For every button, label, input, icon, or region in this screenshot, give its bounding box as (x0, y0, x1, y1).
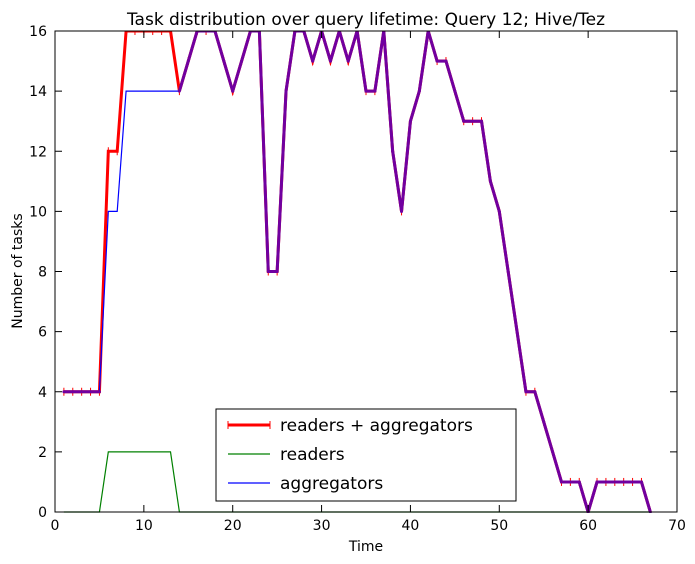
overlap-segment (453, 89, 466, 123)
overlap-segment (337, 31, 350, 63)
legend-label-1: readers (280, 445, 345, 465)
overlap-segment (391, 149, 404, 213)
overlap-segment (302, 31, 315, 63)
overlap-segment (186, 31, 199, 63)
y-tick-label: 12 (29, 144, 47, 160)
overlap-segment (639, 480, 652, 513)
overlap-segment (515, 330, 528, 394)
overlap-segment (577, 480, 590, 513)
overlap-segment (408, 89, 421, 123)
y-tick-label: 10 (29, 204, 47, 220)
overlap-segment (426, 31, 439, 63)
overlap-segment (257, 31, 270, 273)
y-tick-label: 8 (38, 265, 47, 281)
x-tick-label: 20 (224, 518, 242, 534)
x-tick-label: 70 (668, 518, 686, 534)
overlap-segment (586, 480, 599, 513)
overlap-segment (417, 31, 430, 93)
overlap-segment (542, 420, 555, 454)
x-axis-label: Time (348, 539, 383, 555)
overlap-segment (328, 31, 341, 63)
y-tick-label: 0 (38, 505, 47, 521)
y-axis-ticks: 0 2 4 6 8 10 12 14 16 (29, 24, 677, 521)
overlap-segment (506, 270, 519, 334)
x-tick-label: 30 (313, 518, 331, 534)
overlap-segment (311, 31, 324, 63)
legend: readers + aggregators readers aggregators (215, 408, 517, 502)
plot-area (62, 31, 652, 513)
y-axis-label: Number of tasks (10, 213, 26, 328)
overlap-segment (213, 31, 226, 63)
y-tick-label: 6 (38, 325, 47, 341)
chart-title: Task distribution over query lifetime: Q… (126, 10, 605, 30)
overlap-segment (551, 450, 563, 484)
x-tick-label: 10 (135, 518, 153, 534)
overlap-segment (480, 119, 492, 183)
x-tick-label: 50 (490, 518, 508, 534)
overlap-segment (177, 59, 190, 93)
overlap-segment (488, 179, 501, 213)
overlap-segment (240, 31, 252, 63)
legend-label-2: aggregators (280, 474, 383, 494)
overlap-segment (320, 31, 332, 63)
overlap-segment (373, 31, 386, 93)
y-tick-label: 14 (29, 84, 47, 100)
x-tick-label: 60 (579, 518, 597, 534)
overlap-segment (222, 59, 235, 93)
y-tick-label: 4 (38, 385, 47, 401)
x-tick-label: 40 (402, 518, 420, 534)
overlap-segment (533, 390, 546, 424)
overlap-segment (497, 209, 510, 273)
overlap-segment (382, 31, 395, 153)
y-tick-label: 2 (38, 445, 47, 461)
legend-label-0: readers + aggregators (280, 416, 473, 436)
overlap-segment (284, 31, 297, 93)
overlap-segment (275, 89, 288, 273)
overlap-segment (346, 31, 359, 63)
overlap-segment (355, 31, 368, 93)
y-tick-label: 16 (29, 24, 47, 40)
x-tick-label: 0 (51, 518, 60, 534)
x-axis-ticks: 0 10 20 30 40 50 60 70 (51, 31, 686, 534)
overlap-segment (400, 119, 412, 213)
overlap-segment (444, 59, 457, 93)
overlap-segment (231, 59, 244, 93)
series-layer (62, 31, 652, 513)
